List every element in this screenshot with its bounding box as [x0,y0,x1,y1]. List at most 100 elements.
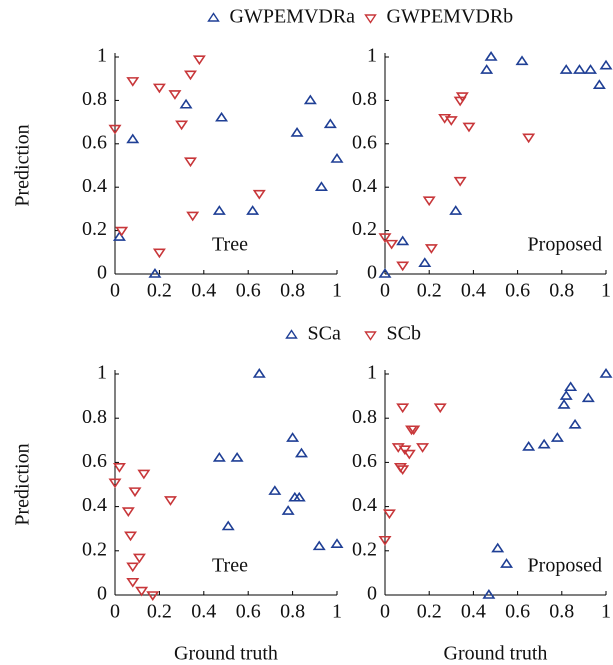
point [312,540,326,551]
y-tick-label: 1 [97,362,107,384]
series: GWPEMVDRb [378,92,536,272]
point [592,79,606,90]
point [491,542,505,553]
point [252,368,266,378]
y-tick-label: 0.6 [82,450,107,472]
x-tick-label: 1 [332,280,342,302]
y-tick-label: 0.8 [352,406,377,428]
point [599,59,613,70]
legend-label: GWPEMVDRa [230,6,356,28]
point [252,189,266,200]
x-tick-label: 1 [601,280,611,302]
point [599,368,613,378]
point [175,120,189,131]
point [290,127,304,137]
point [230,452,244,462]
point [221,520,235,531]
point [126,562,140,573]
y-tick-label: 0 [97,262,107,284]
x-tick-label: 0.4 [461,601,486,623]
point [396,465,410,475]
point [294,447,308,458]
y-tick-label: 0.4 [352,175,377,197]
point [164,496,177,506]
point [522,440,536,451]
point [314,181,328,191]
x-tick-label: 0.8 [280,280,305,302]
point [183,70,197,81]
point [168,90,182,100]
point [246,205,260,215]
point [396,261,410,272]
legend-marker [364,14,377,24]
x-tick-label: 0 [380,601,390,623]
x-tick-label: 0.2 [417,601,442,623]
point [444,116,458,126]
point [484,51,498,61]
x-tick-label: 0.4 [191,601,216,623]
point [402,449,416,460]
point [407,425,421,436]
series: SCb [378,403,447,546]
y-tick-label: 0.2 [352,538,377,560]
point [292,491,306,502]
point [152,83,166,94]
point [137,469,151,480]
legend-marker [285,329,298,339]
point [215,111,229,122]
point [148,268,162,278]
point [422,196,436,207]
point [378,233,392,244]
point [179,98,193,109]
point [482,589,496,599]
annotation: Proposed [528,234,602,256]
series: GWPEMVDRa [378,51,613,278]
point [568,418,582,429]
annotation: Proposed [528,555,602,577]
series [108,55,266,259]
point [433,403,447,414]
point [416,443,430,453]
point [132,553,146,564]
point [424,244,438,254]
point [396,235,410,246]
y-tick-label: 1 [367,45,377,67]
x-tick-label: 0.8 [280,601,305,623]
point [385,239,399,250]
x-tick-label: 1 [332,601,342,623]
y-tick-label: 0.4 [352,494,377,516]
point [455,92,469,103]
point [480,64,494,74]
y-tick-label: 0.6 [352,450,377,472]
point [515,55,529,66]
point [112,231,126,241]
point [572,64,586,74]
point [192,55,206,66]
point [112,463,126,473]
point [330,153,344,163]
point [286,432,300,442]
x-tick-label: 0.2 [417,280,442,302]
y-tick-label: 0 [367,583,377,605]
point [146,591,160,601]
point [115,226,129,237]
y-tick-label: 0.8 [82,406,107,428]
y-tick-label: 0.2 [82,538,107,560]
x-tick-label: 0 [110,601,120,623]
point [378,268,392,278]
point [124,531,138,542]
y-tick-label: 1 [97,45,107,67]
point [108,124,122,135]
legend-label: SCb [387,323,421,345]
point [500,558,514,568]
y-tick-label: 1 [367,362,377,384]
x-tick-label: 0.8 [549,280,574,302]
point [128,487,142,498]
x-tick-label: 0 [380,280,390,302]
x-tick-label: 0.6 [505,280,530,302]
point [281,505,295,515]
point [303,94,317,105]
point [581,392,595,403]
point [126,133,140,144]
y-tick-label: 0 [367,262,377,284]
